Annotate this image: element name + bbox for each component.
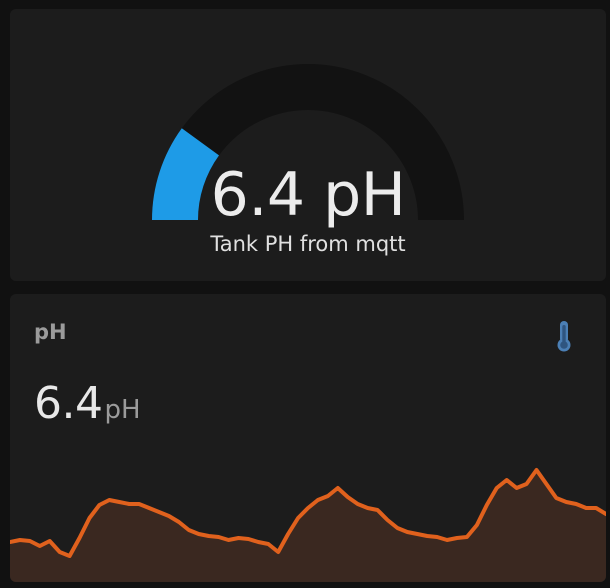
gauge-name: Tank PH from mqtt [210,232,406,256]
sensor-value: 6.4 [34,378,103,429]
sensor-card[interactable]: pH 6.4pH [10,294,606,582]
gauge-fill [152,128,220,221]
gauge-dial [152,64,464,221]
gauge-value: 6.4 pH [210,160,406,230]
sensor-state: 6.4pH [34,378,141,429]
thermometer-icon [557,321,571,352]
history-area [10,470,606,582]
sensor-name: pH [34,320,67,344]
sensor-unit: pH [104,395,141,425]
gauge-card[interactable]: 6.4 pH Tank PH from mqtt [10,9,606,281]
history-graph [10,468,606,582]
history-line [10,468,606,558]
